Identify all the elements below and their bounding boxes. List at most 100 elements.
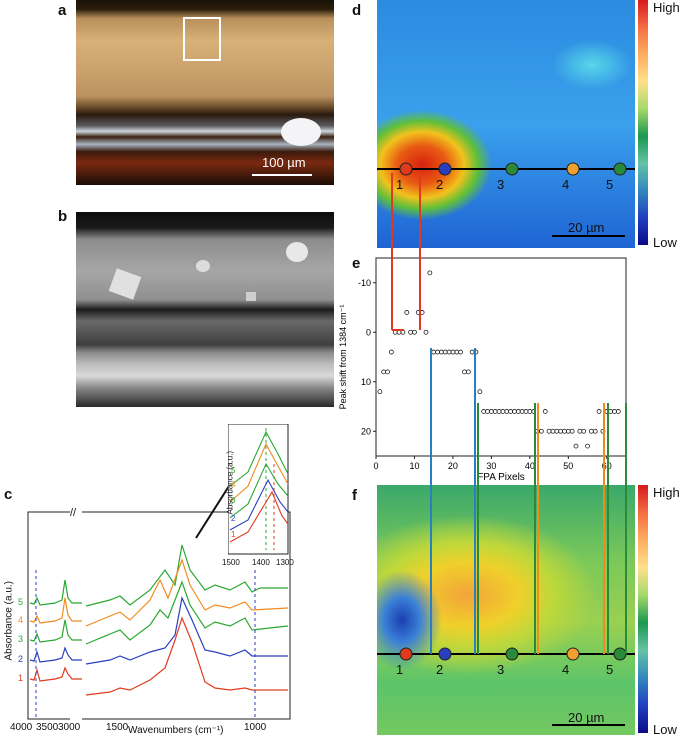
x-tick-label: 20 (448, 461, 458, 471)
x-tick-label: 60 (602, 461, 612, 471)
ftir-inset (228, 424, 289, 555)
selection-box (183, 17, 221, 61)
plot-frame (375, 257, 627, 457)
y-tick-label: -10 (358, 278, 371, 288)
colorbar-d-low: Low (653, 235, 677, 250)
x-tick-label: 10 (409, 461, 419, 471)
c-ylabel: Absorbance (a.u.) (3, 581, 15, 661)
point-d-1 (399, 162, 413, 176)
colorbar-f-high: High (653, 485, 680, 500)
c-xtick-4000: 4000 (10, 722, 33, 733)
curve-label-3: 3 (18, 634, 24, 644)
point-f-label-5: 5 (606, 662, 614, 677)
y-tick-label: 0 (366, 327, 371, 337)
point-f-label-4: 4 (562, 662, 570, 677)
data-point (585, 443, 590, 449)
curve-label-5: 5 (18, 597, 24, 607)
point-d-label-4: 4 (562, 177, 570, 192)
data-point (592, 428, 598, 434)
c-xtick-3500: 3500 (36, 722, 59, 733)
point-f-label-3: 3 (497, 662, 505, 677)
point-f-3 (505, 647, 519, 661)
panel-c-label: c (4, 486, 13, 503)
scale-label-a: 100 µm (262, 155, 306, 170)
c-xtick-1500: 1500 (106, 722, 129, 733)
inset-label-5: 5 (231, 466, 236, 475)
data-point (569, 428, 575, 434)
panel-e-label: e (352, 255, 361, 272)
x-tick-label: 40 (525, 461, 535, 471)
break-mark: // (70, 507, 77, 519)
data-point (427, 270, 433, 276)
inset-label-4: 4 (231, 480, 236, 489)
optical-micrograph: 100 µm (76, 0, 334, 185)
y-tick-label: 10 (361, 377, 371, 387)
point-d-5 (613, 162, 627, 176)
point-d-2 (438, 162, 452, 176)
data-point (581, 428, 587, 434)
scale-bar-a (252, 174, 312, 176)
inset-xtick-1500: 1500 (222, 558, 240, 567)
inset-label-1: 1 (231, 530, 236, 539)
point-f-label-1: 1 (396, 662, 404, 677)
x-tick-label: 50 (563, 461, 573, 471)
ftir-spectra-c (27, 474, 291, 723)
data-point (412, 329, 417, 335)
point-d-4 (566, 162, 580, 176)
data-point (377, 389, 383, 395)
colorbar-d (638, 0, 648, 245)
data-point (538, 428, 544, 434)
data-point (385, 369, 390, 375)
panel-f-label: f (352, 487, 357, 504)
curve-label-2: 2 (18, 654, 24, 664)
point-f-1 (399, 647, 413, 661)
inset-xtick-1400: 1400 (252, 558, 270, 567)
panel-b-label: b (58, 208, 68, 225)
colorbar-f-low: Low (653, 722, 677, 737)
curve-label-4: 4 (18, 615, 24, 625)
data-point (542, 409, 548, 414)
data-point (404, 310, 410, 315)
point-d-label-2: 2 (436, 177, 444, 192)
point-d-3 (505, 162, 519, 176)
data-point (477, 389, 483, 395)
point-f-2 (438, 647, 452, 661)
data-point (458, 349, 464, 355)
x-tick-label: 0 (373, 461, 378, 471)
colorbar-f (638, 485, 648, 733)
x-tick-label: 30 (486, 461, 496, 471)
data-point (615, 409, 621, 414)
c-xtick-3000: 3000 (58, 722, 81, 733)
data-point (465, 369, 471, 375)
inset-label-2: 2 (231, 514, 236, 523)
scale-label-f: 20 µm (568, 710, 605, 725)
point-f-4 (566, 647, 580, 661)
curve-label-1: 1 (18, 673, 24, 683)
point-d-label-1: 1 (396, 177, 404, 192)
c-xlabel: Wavenumbers (cm⁻¹) (128, 725, 224, 736)
particle-1 (286, 242, 308, 262)
data-point (423, 329, 429, 335)
map-f-overlay (377, 647, 635, 726)
bright-particle (281, 118, 321, 146)
scatter-chart-e: 0 10 20 30 40 50 60 -10 0 10 20 FPA Pixels Peak shif… (338, 257, 627, 483)
y-tick-label: 20 (361, 426, 371, 436)
map-d-overlay (377, 162, 635, 237)
panel-a-label: a (58, 2, 67, 19)
particle-4 (246, 292, 256, 301)
point-f-label-2: 2 (436, 662, 444, 677)
ir-map-f (377, 485, 635, 735)
inset-xtick-1300: 1300 (276, 558, 294, 567)
x-axis-label: FPA Pixels (477, 472, 525, 483)
inset-label-3: 3 (231, 496, 236, 505)
c-xtick-1000: 1000 (244, 722, 267, 733)
panel-d-label: d (352, 2, 362, 19)
y-axis-label: Peak shift from 1384 cm⁻¹ (338, 305, 348, 410)
sem-image (76, 212, 334, 407)
point-d-label-3: 3 (497, 177, 505, 192)
data-point (573, 443, 579, 449)
scale-label-d: 20 µm (568, 220, 605, 235)
data-point (388, 349, 394, 355)
point-d-label-5: 5 (606, 177, 614, 192)
